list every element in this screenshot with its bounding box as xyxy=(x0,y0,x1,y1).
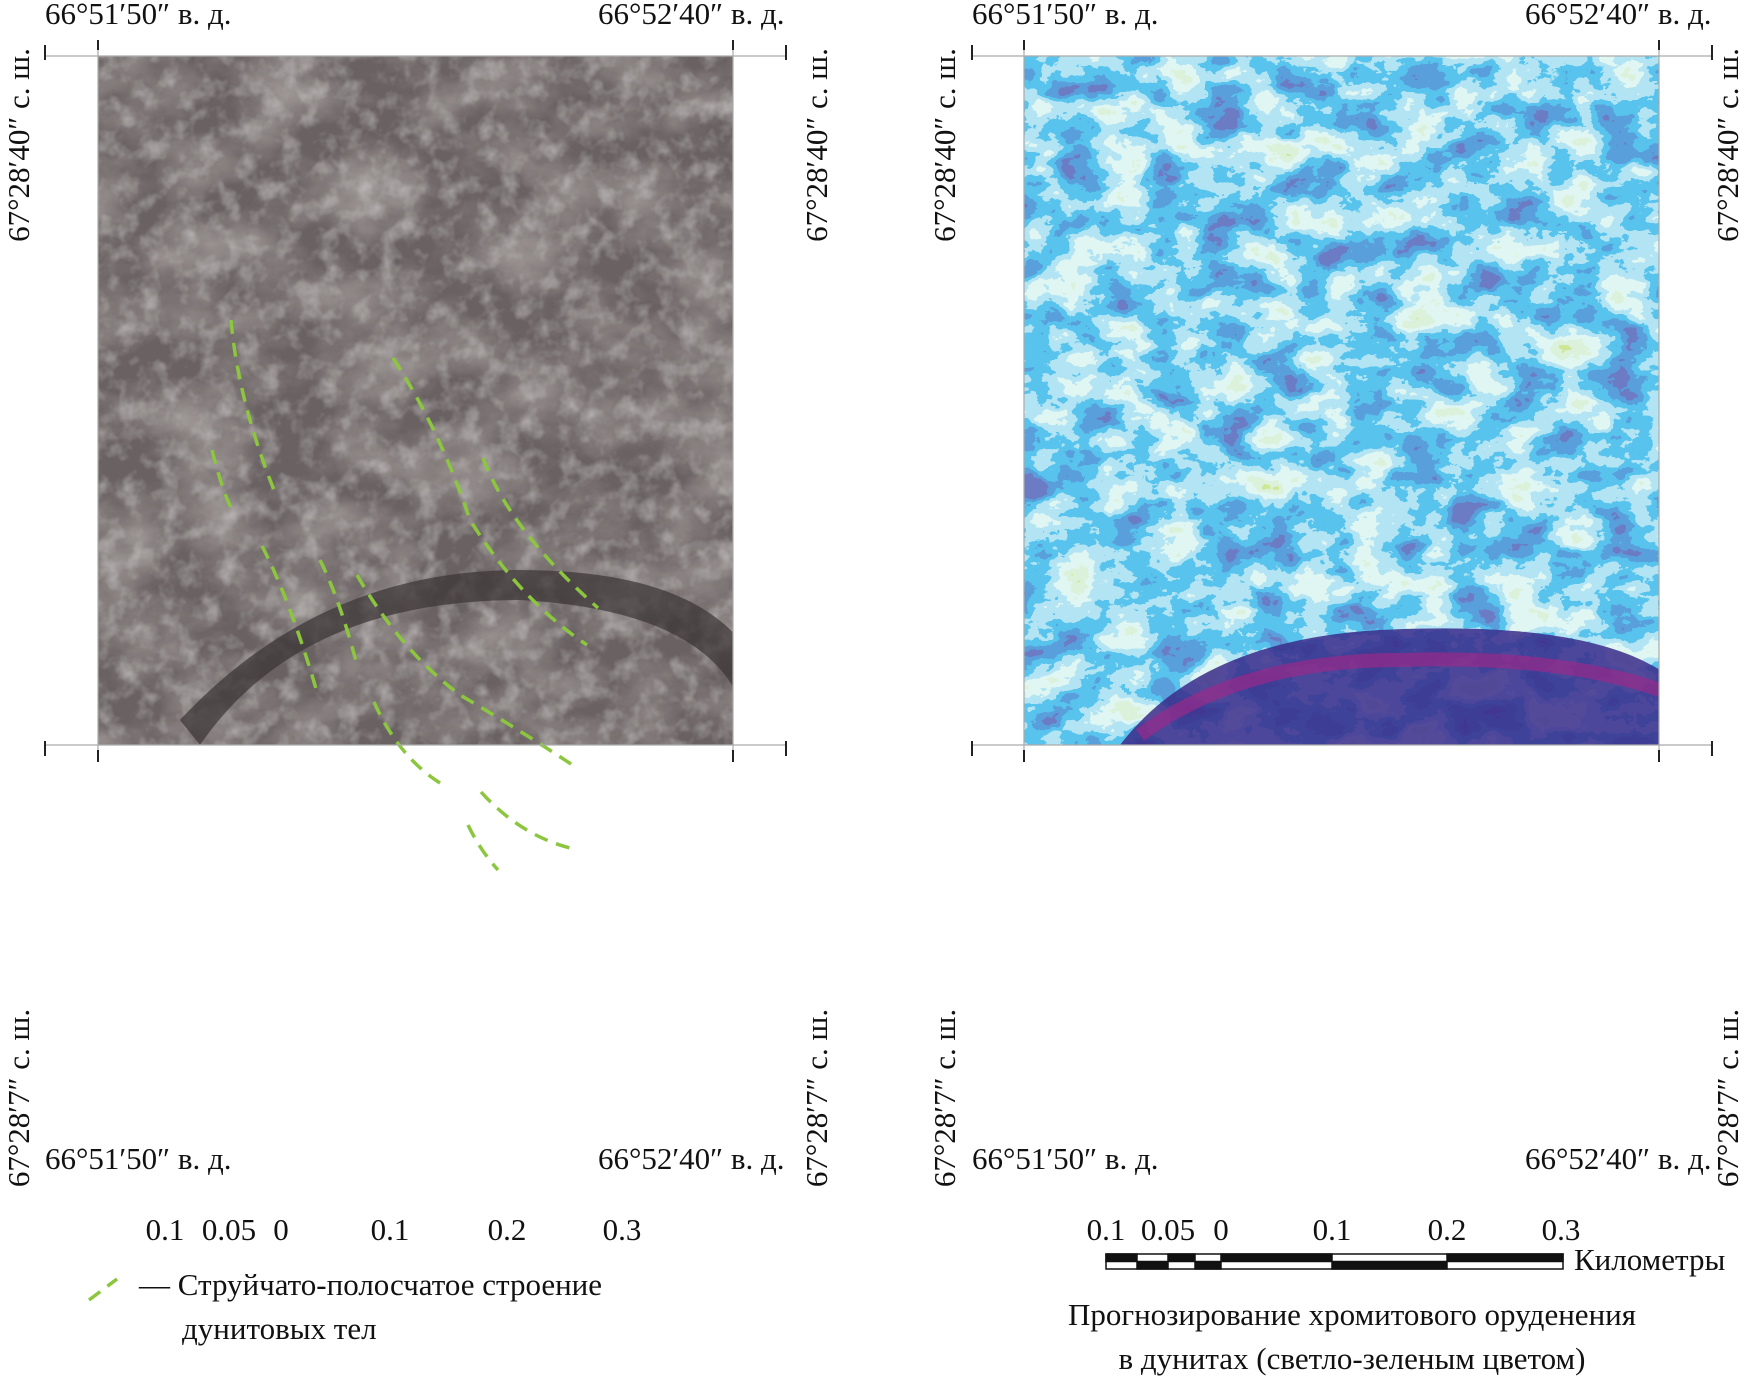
scale-tick: 0.1 xyxy=(1313,1212,1352,1247)
scale-tick: 0.05 xyxy=(202,1212,256,1247)
coord-label: 66°52′40″ в. д. xyxy=(598,1141,785,1176)
coord-label: 67°28′7″ с. ш. xyxy=(799,1009,834,1187)
coord-label: 66°52′40″ в. д. xyxy=(1525,0,1712,31)
coord-label: 66°51′50″ в. д. xyxy=(972,1141,1159,1176)
scale-tick: 0.2 xyxy=(1428,1212,1467,1247)
legend-text: дунитовых тел xyxy=(182,1311,377,1346)
coord-label: 67°28′7″ с. ш. xyxy=(1710,1009,1745,1187)
coord-label: 67°28′40″ с. ш. xyxy=(799,48,834,242)
scale-tick: 0.05 xyxy=(1141,1212,1195,1247)
scale-bar xyxy=(1105,1253,1564,1270)
scale-tick: 0.3 xyxy=(603,1212,642,1247)
coord-label: 66°52′40″ в. д. xyxy=(1525,1141,1712,1176)
coord-label: 67°28′40″ с. ш. xyxy=(1,48,36,242)
caption: в дунитах (светло-зеленым цветом) xyxy=(1119,1341,1586,1376)
scale-tick: 0.1 xyxy=(146,1212,185,1247)
prediction-image xyxy=(1024,56,1659,745)
scale-tick: 0.2 xyxy=(488,1212,527,1247)
legend-symbol xyxy=(87,1277,119,1302)
coord-label: 67°28′40″ с. ш. xyxy=(927,48,962,242)
scale-tick: 0.1 xyxy=(1087,1212,1126,1247)
coord-label: 66°51′50″ в. д. xyxy=(45,0,232,31)
scale-tick: 0 xyxy=(1213,1212,1229,1247)
scale-unit: Километры xyxy=(1574,1242,1725,1277)
coord-label: 66°51′50″ в. д. xyxy=(972,0,1159,31)
coord-label: 67°28′40″ с. ш. xyxy=(1710,48,1745,242)
scale-tick: 0.3 xyxy=(1542,1212,1581,1247)
caption: Прогнозирование хромитового оруденения xyxy=(1068,1297,1636,1332)
frames xyxy=(44,40,1713,762)
coord-label: 66°51′50″ в. д. xyxy=(45,1141,232,1176)
coord-label: 67°28′7″ с. ш. xyxy=(1,1009,36,1187)
grayscale-image xyxy=(98,56,733,745)
coord-label: 66°52′40″ в. д. xyxy=(598,0,785,31)
structure-lines xyxy=(210,319,600,872)
scale-tick: 0 xyxy=(273,1212,289,1247)
scale-tick: 0.1 xyxy=(371,1212,410,1247)
legend-text: — Струйчато-полосчатое строение xyxy=(138,1267,602,1302)
coord-label: 67°28′7″ с. ш. xyxy=(927,1009,962,1187)
